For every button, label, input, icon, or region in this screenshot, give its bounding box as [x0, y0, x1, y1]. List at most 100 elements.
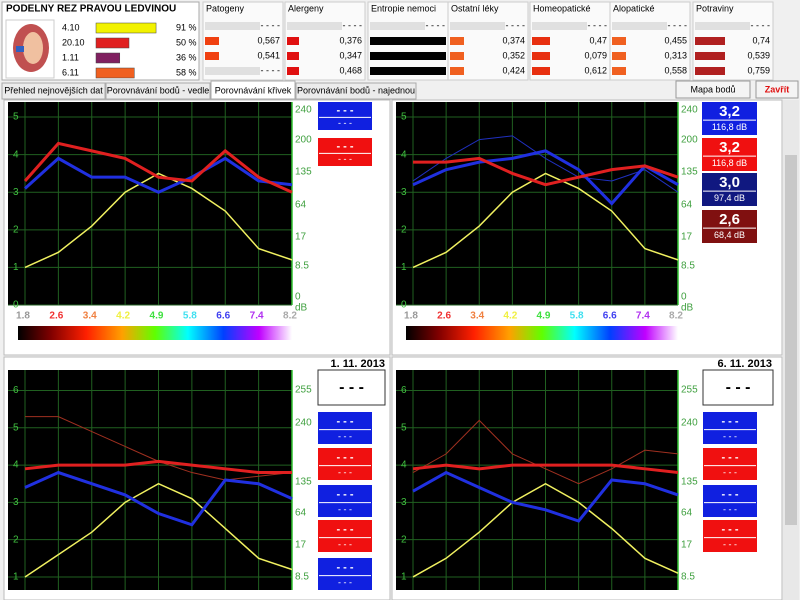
title: PODELNY REZ PRAVOU LEDVINOU	[6, 4, 176, 15]
blank-box	[702, 369, 774, 406]
value-box	[318, 448, 372, 480]
button-label[interactable]: Zavřít	[765, 84, 790, 94]
row-date: 4.10	[62, 22, 80, 32]
y-tick-label: 1	[13, 572, 19, 583]
percent-bar	[95, 22, 157, 34]
tab[interactable]	[105, 82, 211, 100]
value-box	[702, 173, 757, 206]
right-tick-label: 64	[295, 508, 307, 519]
tab-label[interactable]: Porovnávání bodů - najednou	[297, 85, 415, 95]
y-tick-label: 2	[13, 534, 19, 545]
x-tick-label: 1.8	[404, 311, 418, 322]
y-tick-label: 4	[401, 460, 407, 471]
value-box	[703, 520, 757, 552]
unit-label: dB	[295, 303, 308, 314]
plot-area	[396, 102, 678, 305]
value-main: - - -	[336, 489, 353, 501]
value-main: 3,0	[719, 174, 740, 191]
panel-title: Patogeny	[206, 3, 245, 13]
y-tick-label: 2	[401, 224, 407, 235]
panel-value: 0,455	[664, 35, 687, 45]
value-sub: - - -	[723, 467, 737, 477]
curve	[413, 156, 679, 187]
value-sub: - - -	[338, 504, 352, 514]
value-main: 3,2	[719, 103, 740, 120]
y-tick-label: 1	[13, 262, 19, 273]
value-box	[318, 138, 372, 166]
panel-value: 0,313	[664, 50, 687, 60]
percent-label: 50 %	[176, 37, 197, 47]
panel-bar	[450, 67, 464, 75]
value-main: 2,6	[719, 211, 740, 228]
button[interactable]	[675, 80, 751, 99]
curve	[24, 482, 293, 578]
panel-bar	[450, 22, 505, 30]
panel-bar	[532, 67, 550, 75]
row-date: 20.10	[62, 37, 85, 47]
curve	[23, 156, 293, 194]
curve	[23, 141, 293, 194]
right-tick-label: 240	[681, 105, 698, 116]
value-sub: - - -	[338, 431, 352, 441]
tab-label[interactable]: Porovnávání křivek	[215, 85, 292, 95]
tab[interactable]	[295, 82, 417, 100]
y-tick-label: 3	[401, 497, 407, 508]
value-main: - - -	[721, 489, 738, 501]
plot-area	[8, 102, 292, 305]
panel-value: 7	[440, 35, 445, 45]
panel-bar	[287, 22, 342, 30]
right-tick-label: 8.5	[295, 261, 309, 272]
panel-value: 7	[440, 65, 445, 75]
panel-bar	[532, 22, 587, 30]
x-tick-label: 5.8	[570, 311, 584, 322]
value-sub: - - -	[723, 431, 737, 441]
panel-bar	[370, 52, 446, 60]
percent-label: 91 %	[176, 22, 197, 32]
button-label[interactable]: Mapa bodů	[690, 84, 735, 94]
panel-title: Ostatní léky	[451, 3, 499, 13]
right-tick-label: 255	[295, 385, 312, 396]
curve	[24, 470, 293, 527]
right-tick-label: 255	[681, 385, 698, 396]
panel-value: 0,541	[257, 50, 280, 60]
value-box	[702, 138, 757, 171]
tab[interactable]	[1, 82, 106, 100]
value-sub: - - -	[338, 539, 352, 549]
panel-value: - - - -	[261, 20, 281, 30]
panel-title: Potraviny	[696, 3, 734, 13]
y-tick-label: 0	[13, 300, 19, 311]
right-tick-label: 240	[681, 418, 698, 429]
panel-title: Entropie nemoci	[371, 3, 436, 13]
panel-bar	[612, 67, 626, 75]
panel-bar	[695, 67, 725, 75]
button[interactable]	[755, 80, 799, 99]
panel-value: - - - -	[261, 65, 281, 75]
x-tick-label: 6.6	[603, 311, 617, 322]
panel-value: - - - -	[426, 20, 446, 30]
panel-value: 0,47	[589, 35, 607, 45]
panel-value: 0,759	[747, 65, 770, 75]
x-tick-label: 7.4	[250, 311, 264, 322]
right-tick-label: 64	[681, 508, 693, 519]
panel-value: 0,079	[584, 50, 607, 60]
panel-value: 0,374	[502, 35, 525, 45]
row-date: 6.11	[62, 67, 79, 77]
tab-label[interactable]: Přehled nejnovějších dat	[4, 85, 103, 95]
tab[interactable]	[210, 80, 296, 100]
blank-box	[317, 369, 386, 406]
curve	[412, 149, 679, 206]
y-tick-label: 6	[401, 385, 407, 396]
panel-value: - - - -	[751, 20, 771, 30]
x-tick-label: 4.2	[503, 311, 517, 322]
panel-value: 0,468	[339, 65, 362, 75]
y-tick-label: 5	[401, 112, 407, 123]
panel-bar	[205, 67, 260, 75]
panel-value: 0,424	[502, 65, 525, 75]
scrollbar-thumb[interactable]	[785, 155, 797, 525]
panel-value: 0,352	[502, 50, 525, 60]
panel-bar	[205, 22, 260, 30]
tab-label[interactable]: Porovnávání bodů - vedle	[107, 85, 210, 95]
right-tick-label: 135	[295, 167, 312, 178]
plot-area	[8, 370, 292, 590]
panel-value: - - - -	[343, 20, 363, 30]
